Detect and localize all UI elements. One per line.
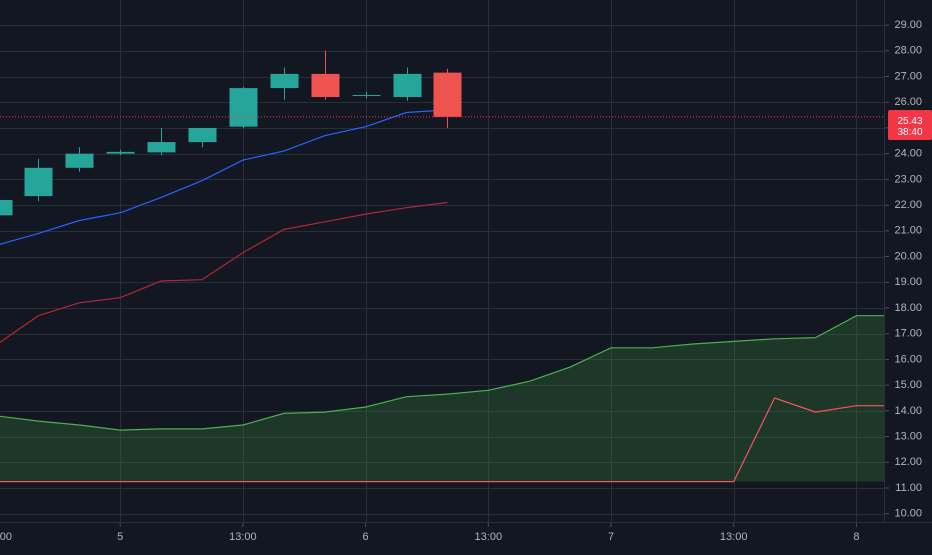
series-line-0 (0, 110, 447, 245)
x-tick-label: 8 (853, 531, 859, 543)
x-tick-label: 6 (363, 531, 369, 543)
candle[interactable] (25, 159, 53, 201)
x-tick-label: 13:00 (720, 531, 748, 543)
candle[interactable] (148, 128, 176, 155)
x-axis-background (0, 523, 932, 550)
x-tick-label: 13:00 (475, 531, 503, 543)
candle-body (353, 95, 381, 96)
y-tick-label: 12.00 (894, 456, 922, 468)
y-axis[interactable]: 10.00 11.00 12.00 13.00 14.00 15.00 16.00 17.00… (885, 0, 932, 550)
candle[interactable] (394, 67, 422, 100)
candle-body (107, 152, 135, 154)
x-axis[interactable]: 00 5 13:00 6 13:00 7 13:00 8 (0, 523, 932, 551)
y-tick-label: 14.00 (894, 405, 922, 417)
y-tick-label: 22.00 (894, 199, 922, 211)
x-tick-label: 5 (117, 531, 123, 543)
candle[interactable] (66, 147, 94, 171)
y-tick-label: 28.00 (894, 45, 922, 57)
area-fill (0, 316, 893, 482)
candle[interactable] (230, 87, 258, 128)
y-tick-label: 16.00 (894, 353, 922, 365)
y-tick-label: 20.00 (894, 250, 922, 262)
x-tick-label: 7 (608, 531, 614, 543)
candle-body (230, 88, 258, 127)
countdown-label: 38:40 (897, 127, 922, 138)
price-label-layer: 25.43 38:40 (888, 110, 932, 140)
candle[interactable] (312, 51, 340, 100)
candle-body (148, 142, 176, 152)
y-tick-label: 23.00 (894, 173, 922, 185)
y-tick-label: 11.00 (895, 482, 922, 494)
candle-body (271, 74, 299, 88)
x-tick-label: 13:00 (229, 531, 257, 543)
candles[interactable] (0, 51, 462, 218)
y-tick-label: 17.00 (894, 328, 922, 340)
candle-body (66, 154, 94, 168)
y-tick-label: 15.00 (894, 379, 922, 391)
candle-body (189, 128, 217, 142)
last-price-label: 25.43 (897, 116, 922, 127)
candle-body (0, 200, 13, 215)
candle-body (25, 168, 53, 196)
series-area-2 (0, 316, 893, 482)
y-tick-label: 18.00 (894, 302, 922, 314)
y-tick-label: 29.00 (894, 19, 922, 31)
candle[interactable] (271, 67, 299, 99)
candle-body (312, 74, 340, 97)
y-tick-label: 24.00 (894, 148, 922, 160)
candle-body (394, 74, 422, 97)
y-tick-label: 19.00 (894, 276, 922, 288)
candle[interactable] (0, 197, 13, 218)
y-tick-label: 13.00 (894, 430, 922, 442)
y-tick-label: 26.00 (894, 96, 922, 108)
candle[interactable] (434, 69, 462, 128)
candle[interactable] (353, 92, 381, 98)
y-tick-label: 27.00 (894, 70, 922, 82)
y-tick-label: 10.00 (894, 508, 922, 520)
candle-body (434, 73, 462, 117)
candle[interactable] (189, 128, 217, 147)
x-tick-label: 00 (0, 531, 12, 543)
y-tick-label: 21.00 (894, 225, 922, 237)
